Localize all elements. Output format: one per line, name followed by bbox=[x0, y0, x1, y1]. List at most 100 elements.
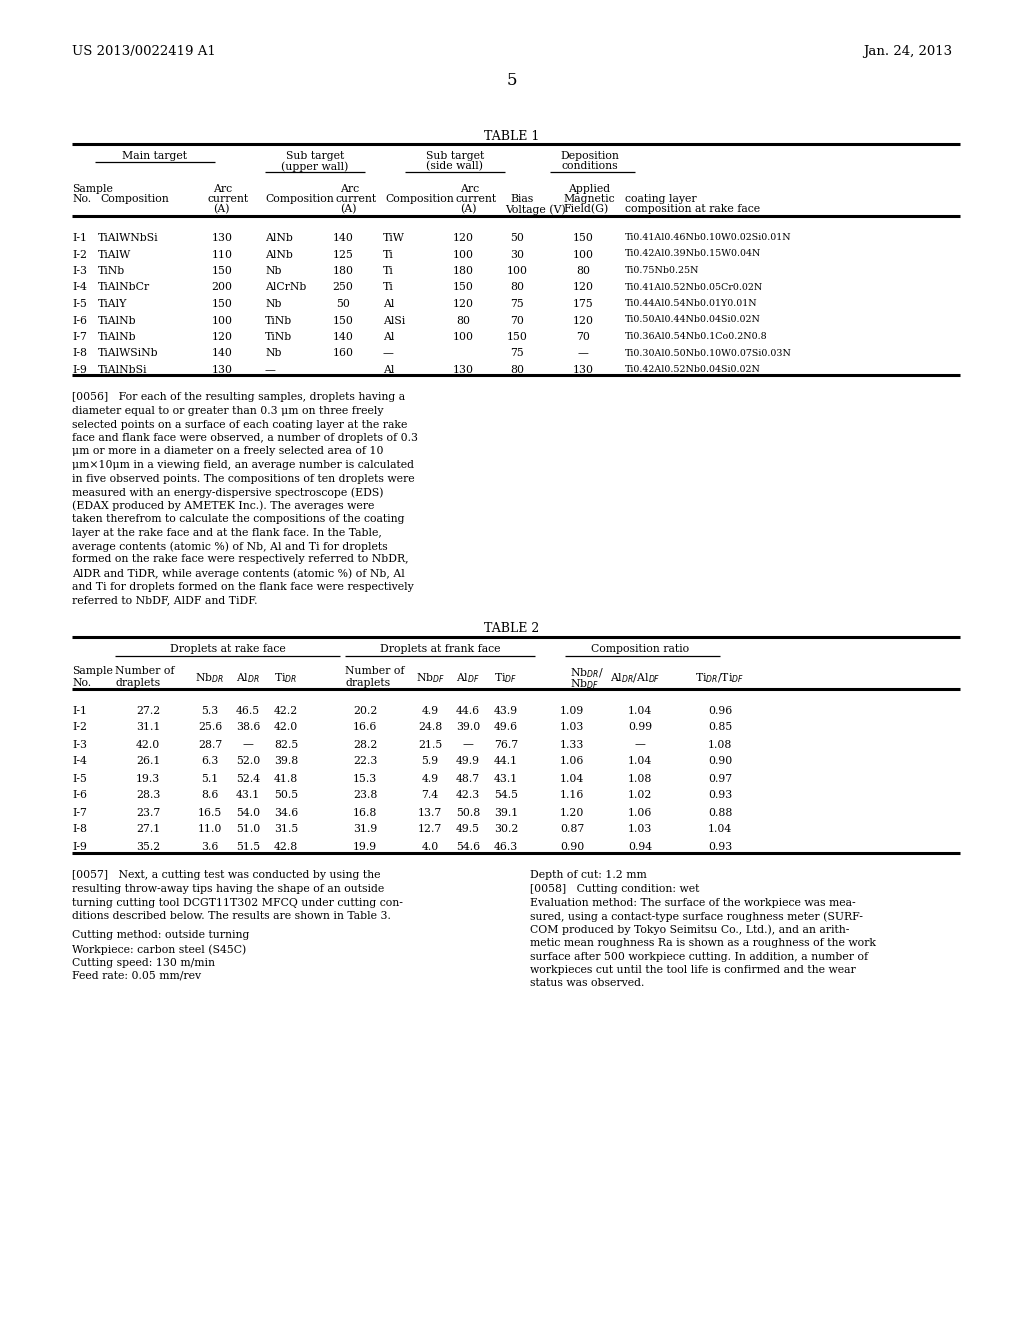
Text: μm×10μm in a viewing field, an average number is calculated: μm×10μm in a viewing field, an average n… bbox=[72, 459, 414, 470]
Text: TiW: TiW bbox=[383, 234, 404, 243]
Text: 54.6: 54.6 bbox=[456, 842, 480, 851]
Text: 13.7: 13.7 bbox=[418, 808, 442, 817]
Text: 49.6: 49.6 bbox=[494, 722, 518, 733]
Text: No.: No. bbox=[72, 677, 91, 688]
Text: 75: 75 bbox=[510, 300, 524, 309]
Text: 120: 120 bbox=[212, 333, 232, 342]
Text: 31.1: 31.1 bbox=[136, 722, 160, 733]
Text: Sample: Sample bbox=[72, 667, 113, 676]
Text: —: — bbox=[243, 739, 253, 750]
Text: 100: 100 bbox=[453, 249, 473, 260]
Text: (upper wall): (upper wall) bbox=[282, 161, 349, 172]
Text: AlDR and TiDR, while average contents (atomic %) of Nb, Al: AlDR and TiDR, while average contents (a… bbox=[72, 568, 404, 578]
Text: Ti0.75Nb0.25N: Ti0.75Nb0.25N bbox=[625, 267, 699, 275]
Text: 16.5: 16.5 bbox=[198, 808, 222, 817]
Text: Sample: Sample bbox=[72, 183, 113, 194]
Text: Ti0.42Al0.52Nb0.04Si0.02N: Ti0.42Al0.52Nb0.04Si0.02N bbox=[625, 366, 761, 374]
Text: Main target: Main target bbox=[123, 150, 187, 161]
Text: sured, using a contact-type surface roughness meter (SURF-: sured, using a contact-type surface roug… bbox=[530, 911, 863, 921]
Text: 46.3: 46.3 bbox=[494, 842, 518, 851]
Text: Sub target: Sub target bbox=[426, 150, 484, 161]
Text: workpieces cut until the tool life is confirmed and the wear: workpieces cut until the tool life is co… bbox=[530, 965, 856, 975]
Text: Nb$_{DR}$: Nb$_{DR}$ bbox=[196, 672, 224, 685]
Text: 44.1: 44.1 bbox=[494, 756, 518, 767]
Text: Al$_{DR}$: Al$_{DR}$ bbox=[236, 672, 260, 685]
Text: 44.6: 44.6 bbox=[456, 705, 480, 715]
Text: No.: No. bbox=[72, 194, 91, 205]
Text: 200: 200 bbox=[212, 282, 232, 293]
Text: Ti$_{DF}$: Ti$_{DF}$ bbox=[495, 672, 517, 685]
Text: TABLE 1: TABLE 1 bbox=[484, 129, 540, 143]
Text: —: — bbox=[635, 739, 645, 750]
Text: TiNb: TiNb bbox=[265, 333, 292, 342]
Text: 1.20: 1.20 bbox=[560, 808, 584, 817]
Text: 43.9: 43.9 bbox=[494, 705, 518, 715]
Text: Number of: Number of bbox=[345, 667, 404, 676]
Text: Evaluation method: The surface of the workpiece was mea-: Evaluation method: The surface of the wo… bbox=[530, 898, 856, 908]
Text: TiAlWSiNb: TiAlWSiNb bbox=[98, 348, 159, 359]
Text: Workpiece: carbon steel (S45C): Workpiece: carbon steel (S45C) bbox=[72, 944, 246, 954]
Text: Nb$_{DR}$/: Nb$_{DR}$/ bbox=[570, 667, 604, 680]
Text: 21.5: 21.5 bbox=[418, 739, 442, 750]
Text: 25.6: 25.6 bbox=[198, 722, 222, 733]
Text: μm or more in a diameter on a freely selected area of 10: μm or more in a diameter on a freely sel… bbox=[72, 446, 384, 457]
Text: —: — bbox=[383, 348, 394, 359]
Text: 120: 120 bbox=[572, 282, 594, 293]
Text: 51.5: 51.5 bbox=[236, 842, 260, 851]
Text: Depth of cut: 1.2 mm: Depth of cut: 1.2 mm bbox=[530, 870, 647, 880]
Text: 5.1: 5.1 bbox=[202, 774, 219, 784]
Text: AlSi: AlSi bbox=[383, 315, 406, 326]
Text: 12.7: 12.7 bbox=[418, 825, 442, 834]
Text: 49.9: 49.9 bbox=[456, 756, 480, 767]
Text: 31.5: 31.5 bbox=[273, 825, 298, 834]
Text: 0.85: 0.85 bbox=[708, 722, 732, 733]
Text: TiAlNb: TiAlNb bbox=[98, 315, 136, 326]
Text: resulting throw-away tips having the shape of an outside: resulting throw-away tips having the sha… bbox=[72, 884, 384, 894]
Text: COM produced by Tokyo Seimitsu Co., Ltd.), and an arith-: COM produced by Tokyo Seimitsu Co., Ltd.… bbox=[530, 924, 849, 935]
Text: Composition: Composition bbox=[100, 194, 169, 205]
Text: draplets: draplets bbox=[345, 677, 390, 688]
Text: ditions described below. The results are shown in Table 3.: ditions described below. The results are… bbox=[72, 911, 391, 921]
Text: Droplets at frank face: Droplets at frank face bbox=[380, 644, 501, 655]
Text: Arc: Arc bbox=[340, 183, 359, 194]
Text: 1.04: 1.04 bbox=[628, 756, 652, 767]
Text: I-6: I-6 bbox=[72, 315, 87, 326]
Text: TiNb: TiNb bbox=[265, 315, 292, 326]
Text: 52.4: 52.4 bbox=[236, 774, 260, 784]
Text: 130: 130 bbox=[212, 366, 232, 375]
Text: 42.8: 42.8 bbox=[273, 842, 298, 851]
Text: Al$_{DF}$: Al$_{DF}$ bbox=[456, 672, 480, 685]
Text: 180: 180 bbox=[333, 267, 353, 276]
Text: Nb: Nb bbox=[265, 300, 282, 309]
Text: 4.0: 4.0 bbox=[421, 842, 438, 851]
Text: 38.6: 38.6 bbox=[236, 722, 260, 733]
Text: I-9: I-9 bbox=[72, 366, 87, 375]
Text: 0.90: 0.90 bbox=[560, 842, 584, 851]
Text: Nb$_{DF}$: Nb$_{DF}$ bbox=[416, 672, 444, 685]
Text: 6.3: 6.3 bbox=[202, 756, 219, 767]
Text: turning cutting tool DCGT11T302 MFCQ under cutting con-: turning cutting tool DCGT11T302 MFCQ und… bbox=[72, 898, 402, 908]
Text: TiNb: TiNb bbox=[98, 267, 125, 276]
Text: 7.4: 7.4 bbox=[422, 791, 438, 800]
Text: TiAlNb: TiAlNb bbox=[98, 333, 136, 342]
Text: 50: 50 bbox=[336, 300, 350, 309]
Text: 5: 5 bbox=[507, 73, 517, 88]
Text: I-8: I-8 bbox=[72, 825, 87, 834]
Text: —: — bbox=[578, 348, 589, 359]
Text: I-7: I-7 bbox=[72, 333, 87, 342]
Text: Composition ratio: Composition ratio bbox=[591, 644, 689, 655]
Text: Deposition: Deposition bbox=[560, 150, 620, 161]
Text: 54.5: 54.5 bbox=[494, 791, 518, 800]
Text: 130: 130 bbox=[212, 234, 232, 243]
Text: [0057]   Next, a cutting test was conducted by using the: [0057] Next, a cutting test was conducte… bbox=[72, 870, 381, 880]
Text: 0.93: 0.93 bbox=[708, 842, 732, 851]
Text: conditions: conditions bbox=[562, 161, 618, 172]
Text: 70: 70 bbox=[510, 315, 524, 326]
Text: Feed rate: 0.05 mm/rev: Feed rate: 0.05 mm/rev bbox=[72, 972, 201, 981]
Text: 1.09: 1.09 bbox=[560, 705, 584, 715]
Text: TiAlY: TiAlY bbox=[98, 300, 127, 309]
Text: 16.6: 16.6 bbox=[353, 722, 377, 733]
Text: 42.3: 42.3 bbox=[456, 791, 480, 800]
Text: 50.5: 50.5 bbox=[274, 791, 298, 800]
Text: TABLE 2: TABLE 2 bbox=[484, 623, 540, 635]
